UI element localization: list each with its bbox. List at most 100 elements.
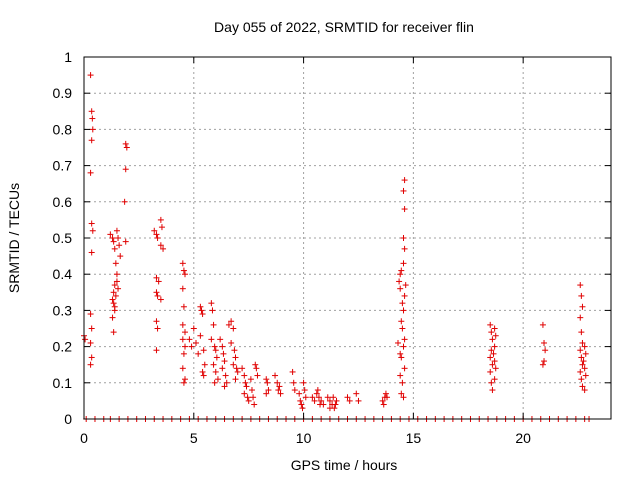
- data-point: [117, 253, 124, 260]
- data-point: [87, 311, 94, 318]
- data-point: [151, 227, 158, 234]
- data-point: [402, 282, 409, 289]
- data-point: [326, 405, 333, 412]
- axis-ticks: [83, 56, 611, 420]
- data-point: [122, 238, 129, 245]
- data-point: [112, 260, 119, 267]
- data-point: [82, 336, 89, 343]
- data-point: [213, 354, 220, 361]
- data-point: [300, 379, 307, 386]
- x-tick-labels: 0 5 10 15 20: [80, 430, 531, 446]
- data-point: [217, 336, 224, 343]
- data-point: [579, 361, 586, 368]
- data-point: [200, 347, 207, 354]
- data-point: [155, 278, 162, 285]
- data-point: [243, 383, 250, 390]
- data-point: [190, 325, 197, 332]
- data-point: [234, 368, 241, 375]
- data-point: [153, 347, 160, 354]
- data-point: [153, 274, 160, 281]
- data-point: [489, 361, 496, 368]
- data-point: [157, 242, 164, 249]
- data-point: [289, 368, 296, 375]
- data-point: [110, 300, 117, 307]
- data-point: [252, 361, 259, 368]
- data-point: [400, 187, 407, 194]
- data-point: [309, 394, 316, 401]
- data-point: [401, 292, 408, 299]
- data-point: [153, 318, 160, 325]
- data-point: [245, 397, 252, 404]
- y-tick-label: 0.2: [53, 339, 73, 355]
- data-point: [219, 365, 226, 372]
- data-point: [210, 321, 217, 328]
- data-point: [582, 350, 589, 357]
- data-point: [182, 271, 189, 278]
- data-point: [263, 376, 270, 383]
- data-point: [491, 376, 498, 383]
- data-point: [579, 303, 586, 310]
- data-point: [242, 379, 249, 386]
- data-point: [579, 383, 586, 390]
- data-point: [488, 329, 495, 336]
- data-point: [541, 358, 548, 365]
- data-point: [582, 372, 589, 379]
- data-point: [211, 343, 218, 350]
- data-point: [212, 347, 219, 354]
- y-tick-label: 0: [64, 411, 72, 427]
- data-point: [398, 318, 405, 325]
- data-point: [401, 206, 408, 213]
- data-point: [192, 339, 199, 346]
- data-point: [219, 343, 226, 350]
- data-point: [301, 387, 308, 394]
- data-point: [88, 108, 95, 115]
- data-point: [330, 394, 337, 401]
- data-point: [326, 397, 333, 404]
- data-point: [353, 390, 360, 397]
- data-point: [220, 350, 227, 357]
- data-point: [578, 354, 585, 361]
- y-tick-label: 0.4: [53, 266, 73, 282]
- y-tick-label: 0.8: [53, 121, 73, 137]
- data-point: [199, 368, 206, 375]
- data-point: [221, 383, 228, 390]
- y-tick-label: 0.9: [53, 85, 73, 101]
- data-point: [490, 350, 497, 357]
- data-point: [180, 267, 187, 274]
- y-axis-title: SRMTID / TECUs: [6, 183, 22, 293]
- data-point: [88, 325, 95, 332]
- data-point: [110, 238, 117, 245]
- data-point: [154, 292, 161, 299]
- data-point: [241, 372, 248, 379]
- data-point: [154, 325, 161, 332]
- data-point: [244, 394, 251, 401]
- data-point: [264, 379, 271, 386]
- data-point: [311, 397, 318, 404]
- data-point: [398, 267, 405, 274]
- data-point: [491, 343, 498, 350]
- chart-title: Day 055 of 2022, SRMTID for receiver fli…: [214, 19, 474, 35]
- data-point: [228, 318, 235, 325]
- data-point: [200, 372, 207, 379]
- data-point: [228, 339, 235, 346]
- data-point: [395, 339, 402, 346]
- data-point: [400, 343, 407, 350]
- data-point: [397, 285, 404, 292]
- data-point: [113, 227, 120, 234]
- data-point: [315, 394, 322, 401]
- data-point: [109, 314, 116, 321]
- data-point: [88, 220, 95, 227]
- data-point: [296, 390, 303, 397]
- data-point: [87, 339, 94, 346]
- data-point: [248, 387, 255, 394]
- data-point: [230, 361, 237, 368]
- data-point: [254, 372, 261, 379]
- data-point: [115, 235, 122, 241]
- data-point: [400, 235, 407, 241]
- data-point: [578, 329, 585, 336]
- data-point: [318, 397, 325, 404]
- data-point: [253, 365, 260, 372]
- data-point: [399, 300, 406, 307]
- data-point: [247, 376, 254, 383]
